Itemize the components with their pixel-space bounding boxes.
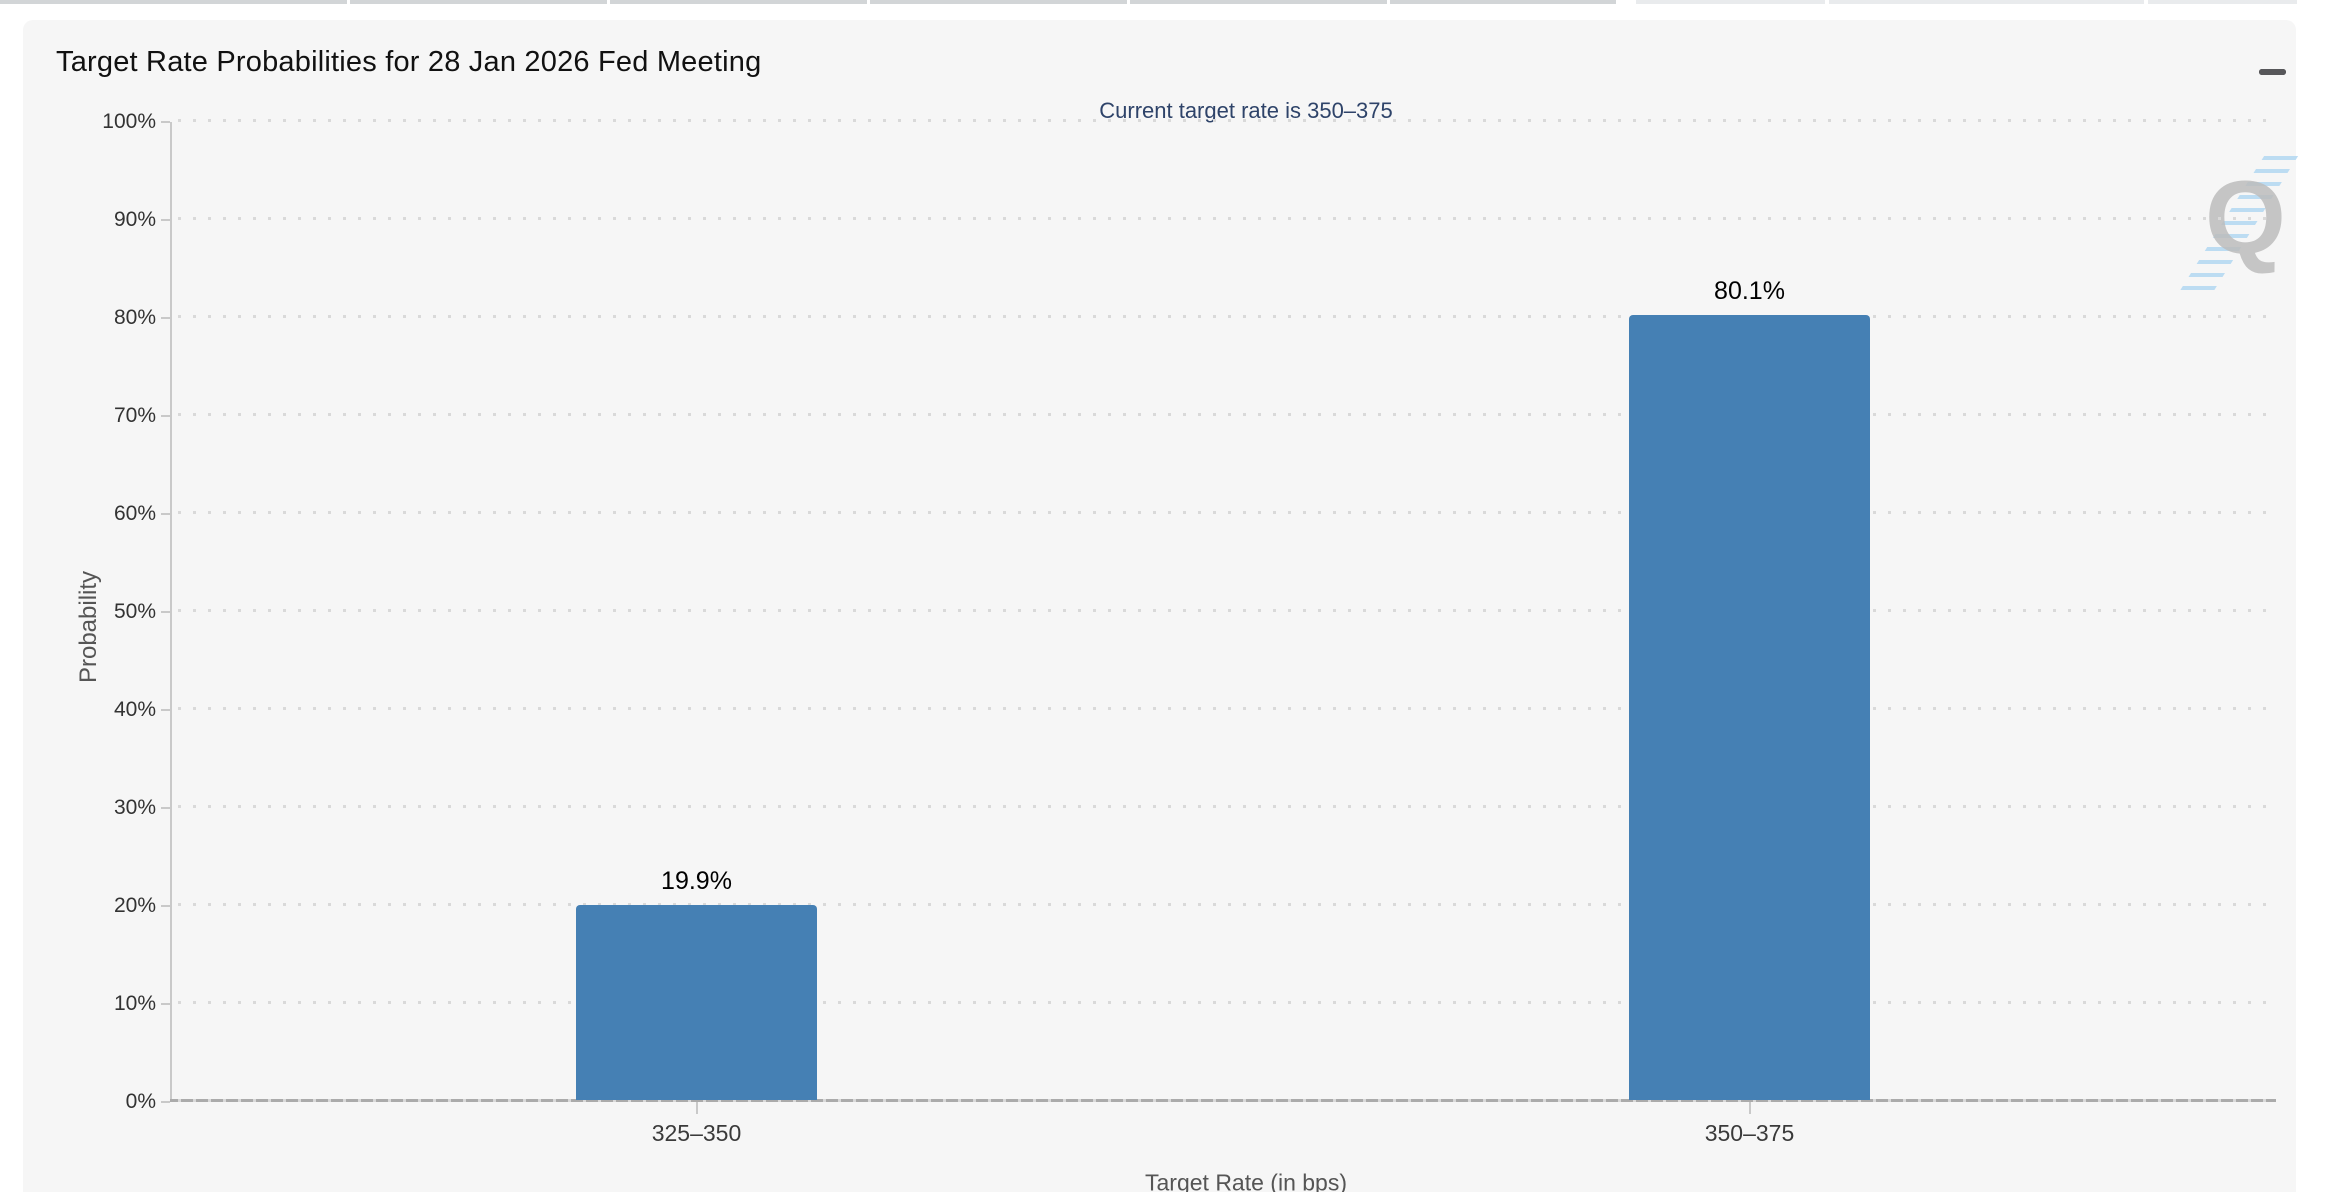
tab-fragment <box>2148 0 2297 4</box>
bar-value-label: 19.9% <box>661 866 732 895</box>
y-tick-label: 50% <box>113 600 156 623</box>
y-tick <box>161 513 170 515</box>
tab-fragment <box>1636 0 1825 4</box>
y-tick <box>161 1003 170 1005</box>
y-tick-label: 100% <box>102 110 156 133</box>
tab-separator <box>607 0 610 4</box>
gridline-100% <box>178 119 2272 122</box>
gridline-10% <box>178 1001 2272 1004</box>
plot-area: 0% 10% 20% 30% 40% 50% 60% 70% 80% 90% 100% 19.9% 32… <box>102 110 2276 1146</box>
y-tick <box>161 317 170 319</box>
x-category-label: 350–375 <box>1704 1120 1795 1146</box>
y-tick <box>161 415 170 417</box>
tab-fragment <box>1829 0 2144 4</box>
y-tick-label: 30% <box>113 796 156 819</box>
y-tick-label: 40% <box>113 698 156 721</box>
y-tick-label: 10% <box>113 992 156 1015</box>
y-tick <box>161 611 170 613</box>
chart-menu-button[interactable] <box>2259 53 2287 81</box>
chart-card: Target Rate Probabilities for 28 Jan 202… <box>23 20 2299 1192</box>
y-tick-label: 80% <box>113 306 156 329</box>
gridline-0% <box>178 1099 2272 1102</box>
tab-fragment <box>0 0 1616 4</box>
x-axis-title: Target Rate (in bps) <box>1145 1169 1347 1192</box>
chart-subtitle: Current target rate is 350–375 <box>1099 98 1393 123</box>
bar-350–375[interactable] <box>1629 315 1870 1100</box>
y-tick-label: 60% <box>113 502 156 525</box>
y-tick <box>161 1101 170 1103</box>
y-axis-title: Probability <box>75 570 102 684</box>
chart-title: Target Rate Probabilities for 28 Jan 202… <box>56 46 762 78</box>
gridline-90% <box>178 217 2272 220</box>
y-tick-label: 20% <box>113 894 156 917</box>
gridline-40% <box>178 707 2272 710</box>
gridline-70% <box>178 413 2272 416</box>
bar-value-label: 80.1% <box>1714 277 1785 306</box>
y-tick <box>161 121 170 123</box>
tab-separator <box>867 0 870 4</box>
y-tick <box>161 709 170 711</box>
y-tick-label: 70% <box>113 404 156 427</box>
x-tick <box>1748 1102 1751 1114</box>
tab-separator <box>347 0 350 4</box>
gridline-60% <box>178 511 2272 514</box>
y-axis-line <box>170 122 172 1102</box>
x-tick <box>695 1102 698 1114</box>
bar-325–350[interactable] <box>576 904 817 1100</box>
gridline-50% <box>178 609 2272 612</box>
x-category-label: 325–350 <box>651 1120 742 1146</box>
y-tick-label: 90% <box>113 208 156 231</box>
y-tick-label: 0% <box>125 1090 156 1113</box>
gridline-80% <box>178 315 2272 318</box>
gridline-30% <box>178 805 2272 808</box>
tab-separator <box>1127 0 1130 4</box>
y-tick <box>161 219 170 221</box>
y-tick <box>161 905 170 907</box>
tab-separator <box>1387 0 1390 4</box>
y-tick <box>161 807 170 809</box>
gridline-20% <box>178 903 2272 906</box>
